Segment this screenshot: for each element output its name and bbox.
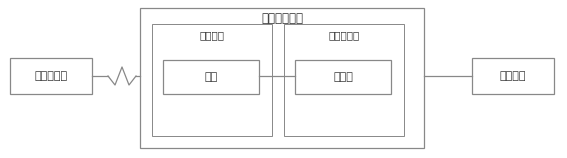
Text: 接收盒载体: 接收盒载体 xyxy=(328,30,359,40)
Bar xyxy=(472,58,554,94)
Text: 天线组合背心: 天线组合背心 xyxy=(261,12,303,24)
Bar xyxy=(295,60,391,94)
Text: 智能终端: 智能终端 xyxy=(500,71,526,81)
Bar xyxy=(10,58,92,94)
Bar xyxy=(284,24,404,136)
Text: 接收盒: 接收盒 xyxy=(333,72,353,82)
Text: 天线: 天线 xyxy=(204,72,218,82)
Bar xyxy=(140,8,424,148)
Text: 天线载体: 天线载体 xyxy=(200,30,225,40)
Text: 胶囊内窥镜: 胶囊内窥镜 xyxy=(35,71,67,81)
Bar xyxy=(163,60,259,94)
Bar xyxy=(152,24,272,136)
